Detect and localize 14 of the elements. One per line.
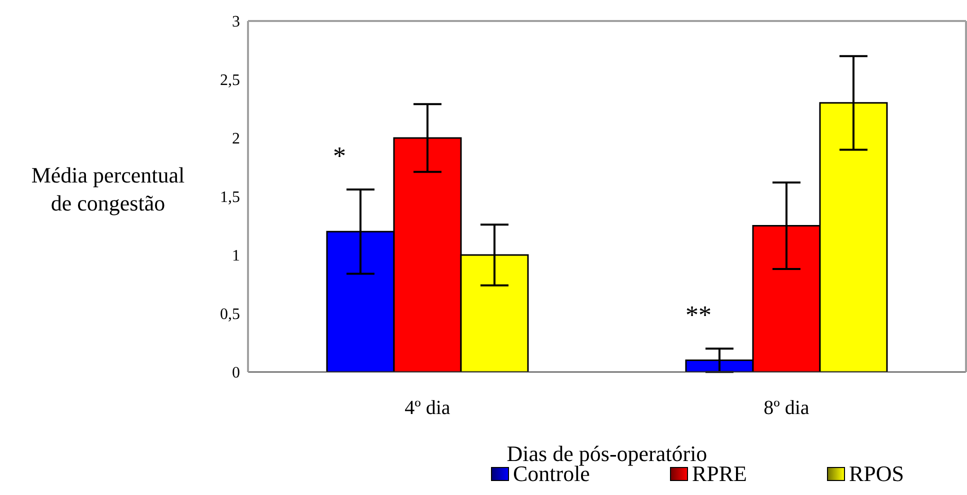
legend-label: RPOS — [848, 461, 904, 487]
y-tick-label: 3 — [232, 14, 240, 31]
y-tick-label: 2 — [232, 130, 240, 148]
y-tick-label: 1 — [232, 248, 240, 265]
y-tick-label: 2,5 — [220, 72, 240, 90]
annotation: ** — [686, 300, 712, 330]
y-axis-title: Média percentual de congestão — [31, 162, 185, 216]
x-tick-label: 8º dia — [764, 397, 810, 420]
annotation: * — [333, 141, 346, 170]
x-tick-label: 4º dia — [404, 397, 450, 420]
legend-label: RPRE — [692, 461, 747, 487]
y-tick-label: 0,5 — [220, 306, 240, 324]
y-tick-label: 1,5 — [220, 189, 240, 206]
y-tick-label: 0 — [232, 364, 240, 382]
